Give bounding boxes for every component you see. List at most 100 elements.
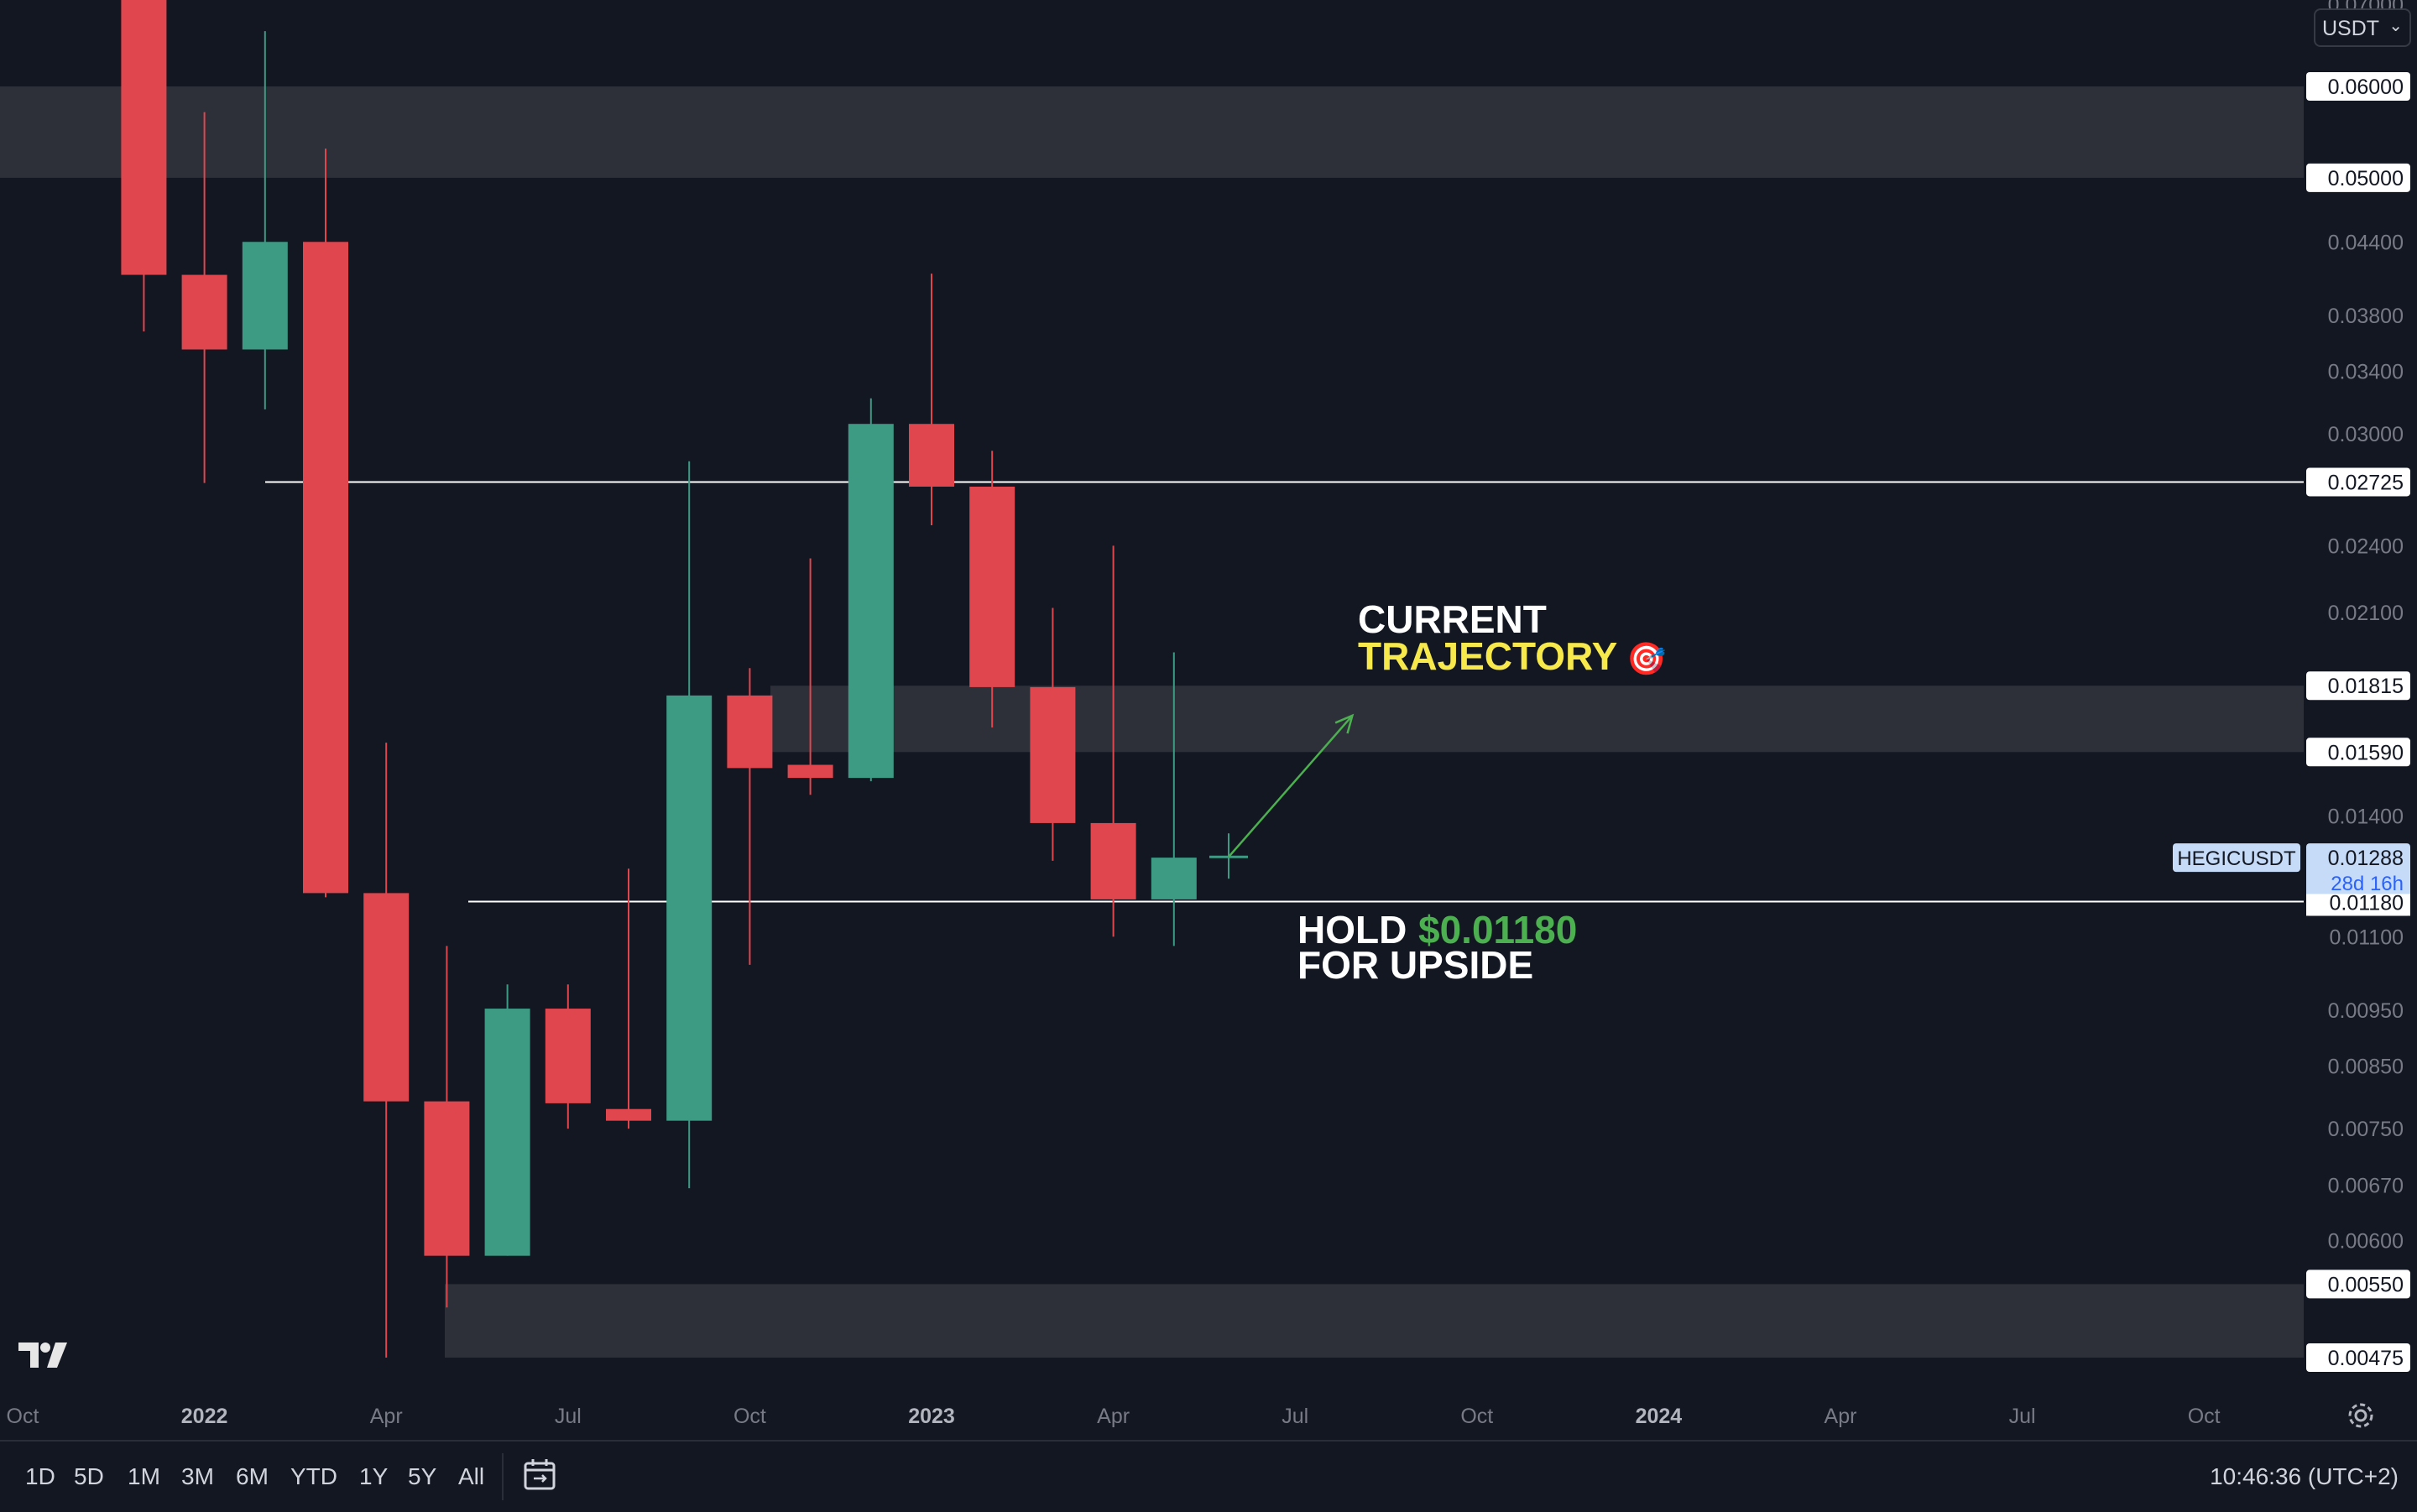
- last-price-label: HEGICUSDT 0.01288 28d 16h: [2173, 843, 2410, 898]
- time-tick: Apr: [1824, 1405, 1857, 1428]
- price-axis: 0.070000.044000.038000.034000.030000.024…: [2173, 0, 2410, 1372]
- time-tick: Oct: [2188, 1405, 2221, 1428]
- candle-body: [1030, 686, 1076, 823]
- timeframe-5d[interactable]: 5D: [74, 1463, 104, 1489]
- countdown-text: 28d 16h: [2331, 873, 2404, 895]
- price-tick: 0.03800: [2328, 305, 2404, 328]
- timeframe-1m[interactable]: 1M: [128, 1463, 160, 1489]
- price-tick: 0.00750: [2328, 1118, 2404, 1141]
- candle-body: [424, 1101, 470, 1256]
- candle: [303, 149, 348, 898]
- price-label-text: 0.00550: [2328, 1273, 2404, 1296]
- price-label-box: [2306, 1270, 2410, 1299]
- currency-selector[interactable]: USDT ⌄: [2314, 8, 2411, 47]
- price-label: 0.06000: [2306, 72, 2410, 101]
- candle: [909, 274, 954, 525]
- timeframe-3m[interactable]: 3M: [181, 1463, 214, 1489]
- sr-zone: [445, 1284, 2304, 1358]
- annotation-current: CURRENT: [1358, 597, 1547, 641]
- timeframe-1d[interactable]: 1D: [25, 1463, 55, 1489]
- time-tick: Jul: [555, 1405, 582, 1428]
- tradingview-logo[interactable]: [18, 1341, 70, 1369]
- timeframe-all[interactable]: All: [458, 1463, 485, 1489]
- price-tick: 0.04400: [2328, 231, 2404, 254]
- candle: [1151, 652, 1197, 946]
- candle: [606, 868, 651, 1129]
- candle: [1030, 607, 1076, 861]
- price-label-box: [2306, 671, 2410, 701]
- time-tick: Apr: [370, 1405, 403, 1428]
- level-line-layer: [265, 481, 2304, 903]
- candle-body: [909, 424, 954, 487]
- candle: [727, 668, 773, 965]
- candle-body: [969, 486, 1015, 687]
- price-tick: 0.01100: [2329, 925, 2404, 949]
- target-emoji-icon: 🎯: [1626, 641, 1666, 677]
- candle-body: [121, 0, 167, 275]
- candle-body: [363, 893, 410, 1102]
- candle-body: [545, 1009, 591, 1103]
- annotation-hold: HOLD: [1297, 908, 1407, 952]
- price-tick: 0.00670: [2328, 1175, 2404, 1198]
- annotation-for-upside: FOR UPSIDE: [1297, 943, 1533, 987]
- price-label: 0.01590: [2306, 738, 2410, 767]
- last-price-box: [2306, 843, 2410, 898]
- candle: [424, 946, 470, 1308]
- sr-zone: [770, 686, 2304, 753]
- clock-readout[interactable]: 10:46:36 (UTC+2): [2210, 1463, 2399, 1489]
- price-tick: 0.01400: [2328, 805, 2404, 828]
- price-tick: 0.02100: [2328, 602, 2404, 625]
- candle-body: [484, 1009, 530, 1256]
- bottom-toolbar: 1D 5D 1M 3M 6M YTD 1Y 5Y All 10:46:36 (U…: [0, 1440, 2417, 1512]
- price-tick: 0.00950: [2328, 999, 2404, 1023]
- price-label-text: 0.00475: [2328, 1347, 2404, 1370]
- price-label-box: [2306, 1343, 2410, 1372]
- candle-body: [666, 695, 713, 1121]
- candle: [242, 31, 288, 409]
- time-axis: Oct 2022 Apr Jul Oct 2023 Apr Jul Oct 2024 Apr Jul O…: [7, 1405, 2221, 1428]
- candle-body: [787, 764, 833, 779]
- annotation-trajectory: TRAJECTORY: [1358, 634, 1617, 678]
- price-label: 0.05000: [2306, 163, 2410, 192]
- price-label-box-overlap: [2306, 894, 2410, 916]
- price-label: 0.02725: [2306, 467, 2410, 497]
- candle: [848, 398, 894, 782]
- sr-zone: [0, 86, 2304, 178]
- time-tick: Oct: [1460, 1405, 1493, 1428]
- candle: [181, 112, 227, 483]
- timeframe-ytd[interactable]: YTD: [290, 1463, 337, 1489]
- candle: [121, 0, 167, 332]
- candle: [1090, 545, 1136, 937]
- price-tick: 0.00600: [2328, 1229, 2404, 1253]
- candle: [484, 984, 530, 1256]
- chevron-down-icon: ⌄: [2388, 17, 2403, 35]
- timeframe-1y[interactable]: 1Y: [359, 1463, 389, 1489]
- calendar-range-icon[interactable]: [522, 1457, 559, 1494]
- gear-icon[interactable]: [2347, 1401, 2375, 1430]
- time-tick: Oct: [7, 1405, 39, 1428]
- candle-body: [1151, 858, 1197, 899]
- price-label-box: [2306, 163, 2410, 192]
- price-label: 0.00475: [2306, 1343, 2410, 1372]
- zone-layer: [0, 86, 2304, 1358]
- annotation-layer: CURRENT TRAJECTORY 🎯 HOLD $0.01180 FOR U…: [1297, 597, 1666, 987]
- timeframe-5y[interactable]: 5Y: [408, 1463, 437, 1489]
- toolbar-divider: [502, 1453, 504, 1500]
- time-tick: Oct: [733, 1405, 766, 1428]
- currency-label: USDT: [2322, 17, 2380, 40]
- candle-body: [242, 242, 288, 350]
- price-label-text: 0.02725: [2328, 471, 2404, 494]
- candle: [969, 451, 1015, 727]
- price-label-box: [2306, 72, 2410, 101]
- price-label-box: [2306, 738, 2410, 767]
- candle-body: [1090, 822, 1136, 899]
- price-label-text: 0.06000: [2328, 76, 2404, 99]
- candle: [363, 743, 410, 1358]
- price-tick: 0.02400: [2328, 534, 2404, 558]
- candle: [666, 461, 713, 1189]
- price-tick: 0.03000: [2328, 423, 2404, 446]
- candle: [787, 558, 833, 795]
- price-label: 0.00550: [2306, 1270, 2410, 1299]
- timeframe-6m[interactable]: 6M: [236, 1463, 269, 1489]
